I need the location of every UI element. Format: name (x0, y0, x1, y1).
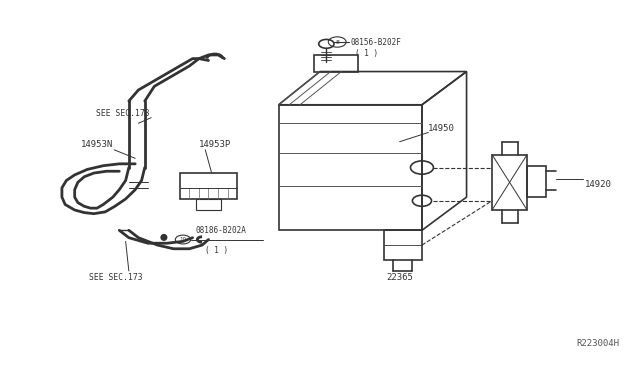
Text: SEE SEC.173: SEE SEC.173 (89, 273, 143, 282)
Text: ⬤: ⬤ (159, 234, 167, 241)
Text: SEE SEC.173: SEE SEC.173 (95, 109, 149, 118)
Text: 08156-B202F: 08156-B202F (351, 38, 401, 46)
Text: ( 1 ): ( 1 ) (355, 49, 378, 58)
Text: 14953N: 14953N (81, 140, 113, 149)
Text: 14953P: 14953P (199, 140, 231, 149)
Text: R223004H: R223004H (577, 340, 620, 349)
Text: 22365: 22365 (386, 273, 413, 282)
Text: ( 1 ): ( 1 ) (205, 246, 228, 255)
Text: 14950: 14950 (428, 124, 455, 133)
Text: 08186-B202A: 08186-B202A (196, 226, 246, 235)
Text: 8: 8 (335, 39, 339, 45)
Text: 14920: 14920 (584, 180, 611, 189)
Text: 10: 10 (179, 237, 186, 242)
